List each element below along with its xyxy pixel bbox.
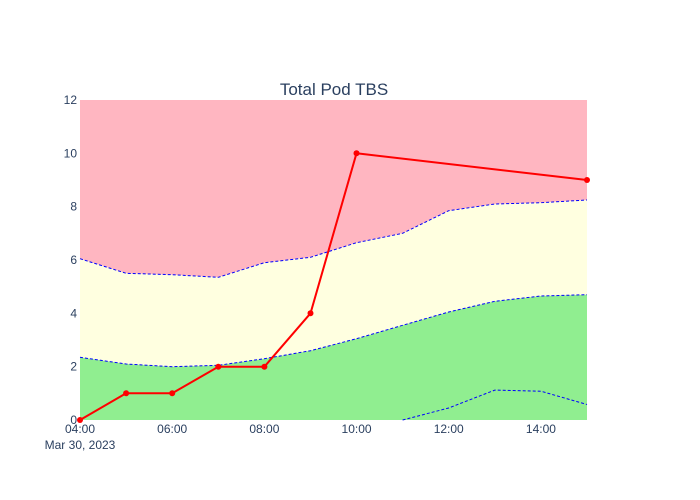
x-tick-label: 12:00: [434, 422, 464, 436]
critical-band: [80, 100, 587, 278]
series-point: [307, 310, 314, 317]
x-tick-label: 14:00: [526, 422, 556, 436]
y-tick-label: 2: [70, 360, 77, 374]
threshold-lines: [79, 199, 588, 421]
series-line: [79, 152, 588, 421]
x-tick-label: 04:00: [65, 422, 95, 436]
y-tick-label: 8: [70, 200, 77, 214]
series-point: [169, 390, 176, 397]
y-axis: 0 2 4 6 8 10 12: [64, 93, 78, 427]
threshold-bands: [80, 100, 587, 420]
series-layer: [77, 150, 590, 423]
series-point: [261, 363, 268, 370]
x-tick-label: 08:00: [249, 422, 279, 436]
y-tick-label: 4: [70, 306, 77, 320]
x-tick-label: 10:00: [342, 422, 372, 436]
series-point: [584, 177, 590, 183]
x-axis-date-label: Mar 30, 2023: [45, 438, 116, 452]
chart-title: Total Pod TBS: [280, 80, 388, 99]
x-axis: 04:00 06:00 08:00 10:00 12:00 14:00: [65, 422, 556, 436]
warning-band: [80, 200, 587, 367]
y-tick-label: 0: [70, 413, 77, 427]
baseline-threshold-line: [402, 389, 588, 421]
normal-band: [80, 294, 587, 420]
series-point: [215, 363, 222, 370]
series-point: [77, 417, 83, 423]
lower-threshold-line: [79, 294, 588, 368]
x-tick-label: 06:00: [157, 422, 187, 436]
upper-threshold-line: [79, 199, 588, 278]
y-tick-label: 12: [64, 93, 78, 107]
series-point: [353, 150, 360, 157]
y-tick-label: 6: [70, 253, 77, 267]
y-tick-label: 10: [64, 146, 78, 160]
series-point: [123, 390, 130, 397]
